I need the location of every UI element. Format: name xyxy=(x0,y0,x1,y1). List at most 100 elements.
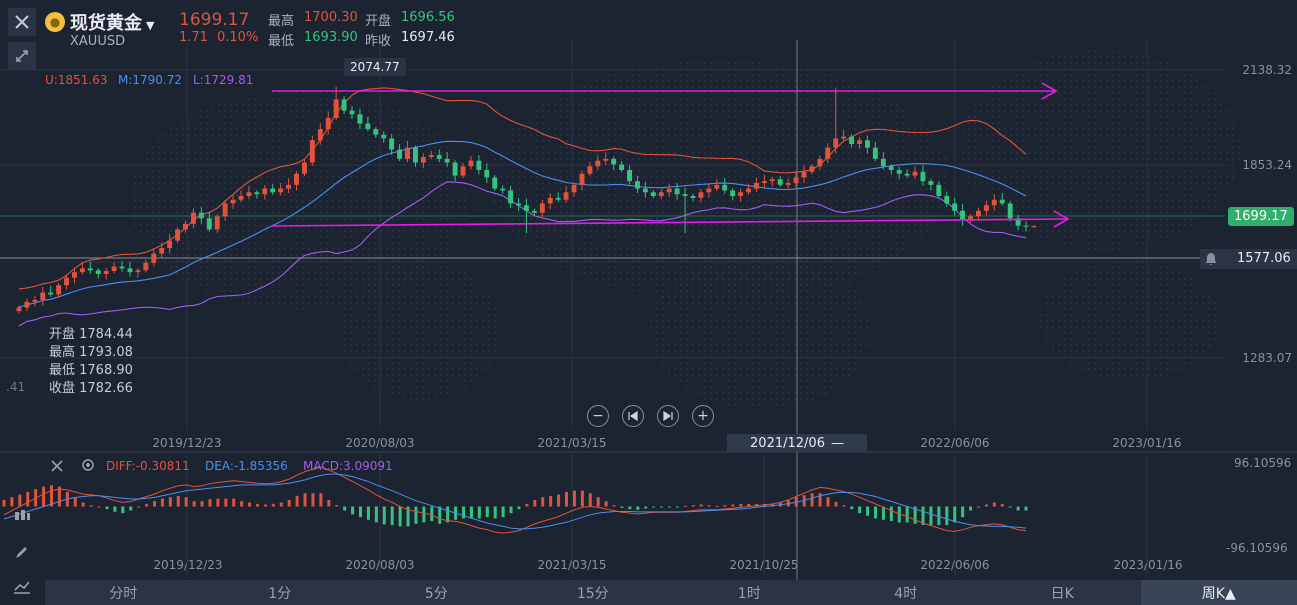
candle-body xyxy=(817,158,823,167)
candle-body xyxy=(127,268,133,273)
candle xyxy=(159,242,165,259)
candle xyxy=(436,149,442,163)
macd-histogram-bar xyxy=(81,502,85,507)
candle-body xyxy=(48,292,54,295)
macd-histogram-bar xyxy=(557,494,561,507)
macd-histogram-bar xyxy=(866,506,870,516)
macd-histogram-bar xyxy=(271,503,275,507)
candle-body xyxy=(698,192,704,198)
macd-histogram-bar xyxy=(984,504,988,507)
candle-body xyxy=(79,268,85,273)
candle xyxy=(531,208,537,217)
candle xyxy=(746,184,751,195)
macd-histogram-bar xyxy=(462,506,465,519)
macd-histogram-bar xyxy=(794,497,798,507)
indicator-settings-button[interactable] xyxy=(80,457,98,475)
macd-histogram-bar xyxy=(374,506,378,523)
candle-body xyxy=(619,164,625,170)
macd-histogram-bar xyxy=(422,506,426,523)
instrument-title[interactable]: 现货黄金 ▼ xyxy=(70,13,155,34)
jump-last-button[interactable] xyxy=(657,405,679,427)
candle-body xyxy=(230,199,236,204)
draw-line-button[interactable] xyxy=(8,573,36,601)
candle xyxy=(444,152,450,168)
tf-1m[interactable]: 1分 xyxy=(268,585,292,602)
y-tick-label: 2138.32 xyxy=(1242,63,1292,77)
candle-body xyxy=(95,270,101,274)
candle xyxy=(492,175,498,191)
candle-body xyxy=(420,157,426,163)
macd-histogram-bar xyxy=(168,497,172,507)
close-indicator-button[interactable] xyxy=(50,458,66,474)
x-axis: 2019/12/23 2020/08/03 2021/03/15 2022/06/06… xyxy=(152,436,1182,572)
candle xyxy=(190,208,196,229)
x-tick-label: 2020/08/03 xyxy=(345,436,414,450)
candle-body xyxy=(405,147,410,159)
macd-histogram-bar xyxy=(446,506,450,523)
candle-body xyxy=(452,162,458,176)
tf-15m[interactable]: 15分 xyxy=(576,585,609,602)
zoom-out-button[interactable]: − xyxy=(587,405,609,427)
candle-body xyxy=(365,123,371,130)
macd-histogram-bar xyxy=(525,503,529,507)
macd-max-label: 96.10596 xyxy=(1234,456,1292,470)
macd-histogram-bar xyxy=(747,503,751,507)
tf-5m[interactable]: 5分 xyxy=(424,585,448,602)
tf-minute-line[interactable]: 分时 xyxy=(109,585,138,602)
draw-pen-button[interactable] xyxy=(8,538,36,566)
jump-first-button[interactable] xyxy=(622,405,644,427)
tf-1h[interactable]: 1时 xyxy=(737,585,761,602)
candle-body xyxy=(357,114,363,124)
macd-histogram-bar xyxy=(501,506,505,518)
macd-histogram-bar xyxy=(105,506,109,510)
candle-body xyxy=(904,173,910,176)
macd-histogram-bar xyxy=(937,506,941,526)
candle xyxy=(920,165,926,186)
candle xyxy=(785,178,791,189)
expand-button[interactable] xyxy=(8,42,36,70)
candle xyxy=(658,188,664,200)
macd-histogram-bar xyxy=(549,495,553,507)
x-tick-label: 2019/12/23 xyxy=(152,436,221,450)
candle-body xyxy=(246,192,252,196)
candle xyxy=(111,262,117,274)
candle-body xyxy=(1031,226,1037,228)
zoom-in-button[interactable]: + xyxy=(692,405,714,427)
x-tick-label: 2023/01/16 xyxy=(1112,436,1181,450)
tf-daily[interactable]: 日K xyxy=(1050,585,1074,602)
tf-4h[interactable]: 4时 xyxy=(894,585,918,602)
candle-body xyxy=(87,268,93,271)
candle xyxy=(397,144,403,162)
candle-body xyxy=(714,184,720,189)
close-chart-button[interactable] xyxy=(8,8,36,36)
candle xyxy=(40,287,46,306)
macd-diff-line xyxy=(3,466,1027,534)
candle-style-button[interactable] xyxy=(8,502,36,530)
macd-value-label: MACD:3.09091 xyxy=(303,459,393,473)
macd-histogram-bar xyxy=(580,490,584,507)
candle xyxy=(333,86,339,121)
candle xyxy=(135,268,141,278)
candle xyxy=(1031,225,1037,228)
macd-histogram-bar xyxy=(89,505,93,507)
macd-histogram-bar xyxy=(675,506,679,508)
macd-histogram-bar xyxy=(739,503,743,507)
bell-icon[interactable] xyxy=(1203,251,1219,267)
candle xyxy=(127,261,133,277)
candle xyxy=(373,126,379,139)
candle xyxy=(722,178,728,194)
candle xyxy=(761,174,767,188)
macd-x-tick-label: 2023/01/16 xyxy=(1113,558,1182,572)
tf-weekly[interactable]: 周K▲ xyxy=(1140,580,1297,605)
macd-histogram-bar xyxy=(121,506,125,514)
candle xyxy=(32,295,38,307)
macd-histogram-bar xyxy=(176,495,180,507)
macd-histogram-bar xyxy=(406,506,410,527)
candle xyxy=(690,193,696,202)
candle-body xyxy=(301,162,307,174)
macd-histogram-bar xyxy=(366,506,370,520)
candle-body xyxy=(389,138,395,150)
candle xyxy=(635,175,640,194)
macd-histogram-bar xyxy=(327,499,331,507)
